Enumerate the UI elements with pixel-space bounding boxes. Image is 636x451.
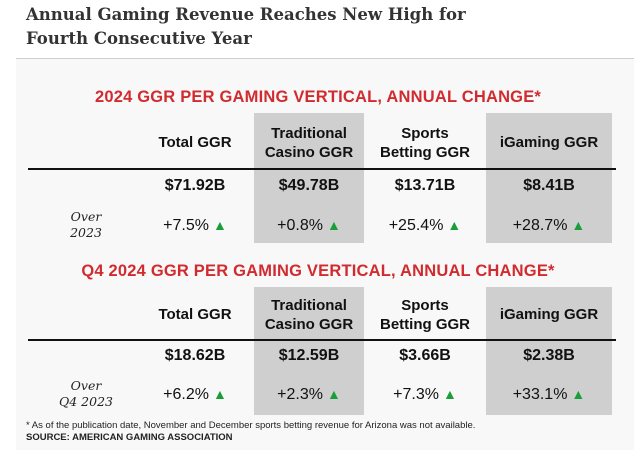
headline-line-1: Annual Gaming Revenue Reaches New High f…: [26, 5, 466, 24]
change-sports: +7.3% ▲: [393, 386, 457, 403]
value-sports: $13.71B: [394, 177, 456, 194]
section-title-q4: Q4 2024 GGR PER GAMING VERTICAL, ANNUAL …: [81, 262, 555, 280]
table-rule: [28, 168, 616, 170]
triangle-up-icon: ▲: [326, 217, 341, 233]
value-igaming: $8.41B: [523, 177, 575, 194]
change-igaming: +28.7% ▲: [512, 217, 586, 234]
shaded-column-traditional: [254, 113, 364, 243]
triangle-up-icon: ▲: [571, 217, 586, 233]
triangle-up-icon: ▲: [447, 217, 462, 233]
triangle-up-icon: ▲: [571, 386, 586, 402]
shaded-column-igaming: [486, 287, 612, 415]
section-title-annual: 2024 GGR PER GAMING VERTICAL, ANNUAL CHA…: [94, 88, 542, 106]
change-igaming: +33.1% ▲: [512, 386, 586, 403]
change-sports: +25.4% ▲: [388, 217, 462, 234]
col-header-traditional: Traditional Casino GGR: [264, 297, 354, 333]
col-header-sports: Sports Betting GGR: [380, 125, 470, 161]
source-credit: SOURCE: AMERICAN GAMING ASSOCIATION: [26, 432, 233, 443]
divider: [16, 58, 634, 59]
col-header-sports: Sports Betting GGR: [380, 297, 470, 333]
value-traditional: $49.78B: [278, 177, 340, 194]
col-header-traditional: Traditional Casino GGR: [264, 125, 354, 161]
footnote: * As of the publication date, November a…: [26, 420, 476, 431]
row-label: Over 2023: [70, 209, 102, 240]
col-header-total: Total GGR: [158, 134, 232, 151]
value-total: $18.62B: [164, 347, 226, 364]
headline: Annual Gaming Revenue Reaches New High f…: [26, 3, 586, 51]
col-header-total: Total GGR: [158, 306, 232, 323]
triangle-up-icon: ▲: [212, 217, 227, 233]
triangle-up-icon: ▲: [326, 386, 341, 402]
shaded-column-igaming: [486, 113, 612, 243]
value-traditional: $12.59B: [278, 347, 340, 364]
change-total: +6.2% ▲: [163, 386, 227, 403]
value-igaming: $2.38B: [523, 347, 575, 364]
change-traditional: +0.8% ▲: [277, 217, 341, 234]
triangle-up-icon: ▲: [212, 386, 227, 402]
value-sports: $3.66B: [399, 347, 451, 364]
shaded-column-traditional: [254, 287, 364, 415]
row-label: Over Q4 2023: [59, 378, 113, 409]
value-total: $71.92B: [164, 177, 226, 194]
table-rule: [28, 339, 616, 341]
triangle-up-icon: ▲: [442, 386, 457, 402]
col-header-igaming: iGaming GGR: [499, 306, 599, 323]
headline-line-2: Fourth Consecutive Year: [26, 29, 252, 48]
change-traditional: +2.3% ▲: [277, 386, 341, 403]
change-total: +7.5% ▲: [163, 217, 227, 234]
col-header-igaming: iGaming GGR: [499, 134, 599, 151]
